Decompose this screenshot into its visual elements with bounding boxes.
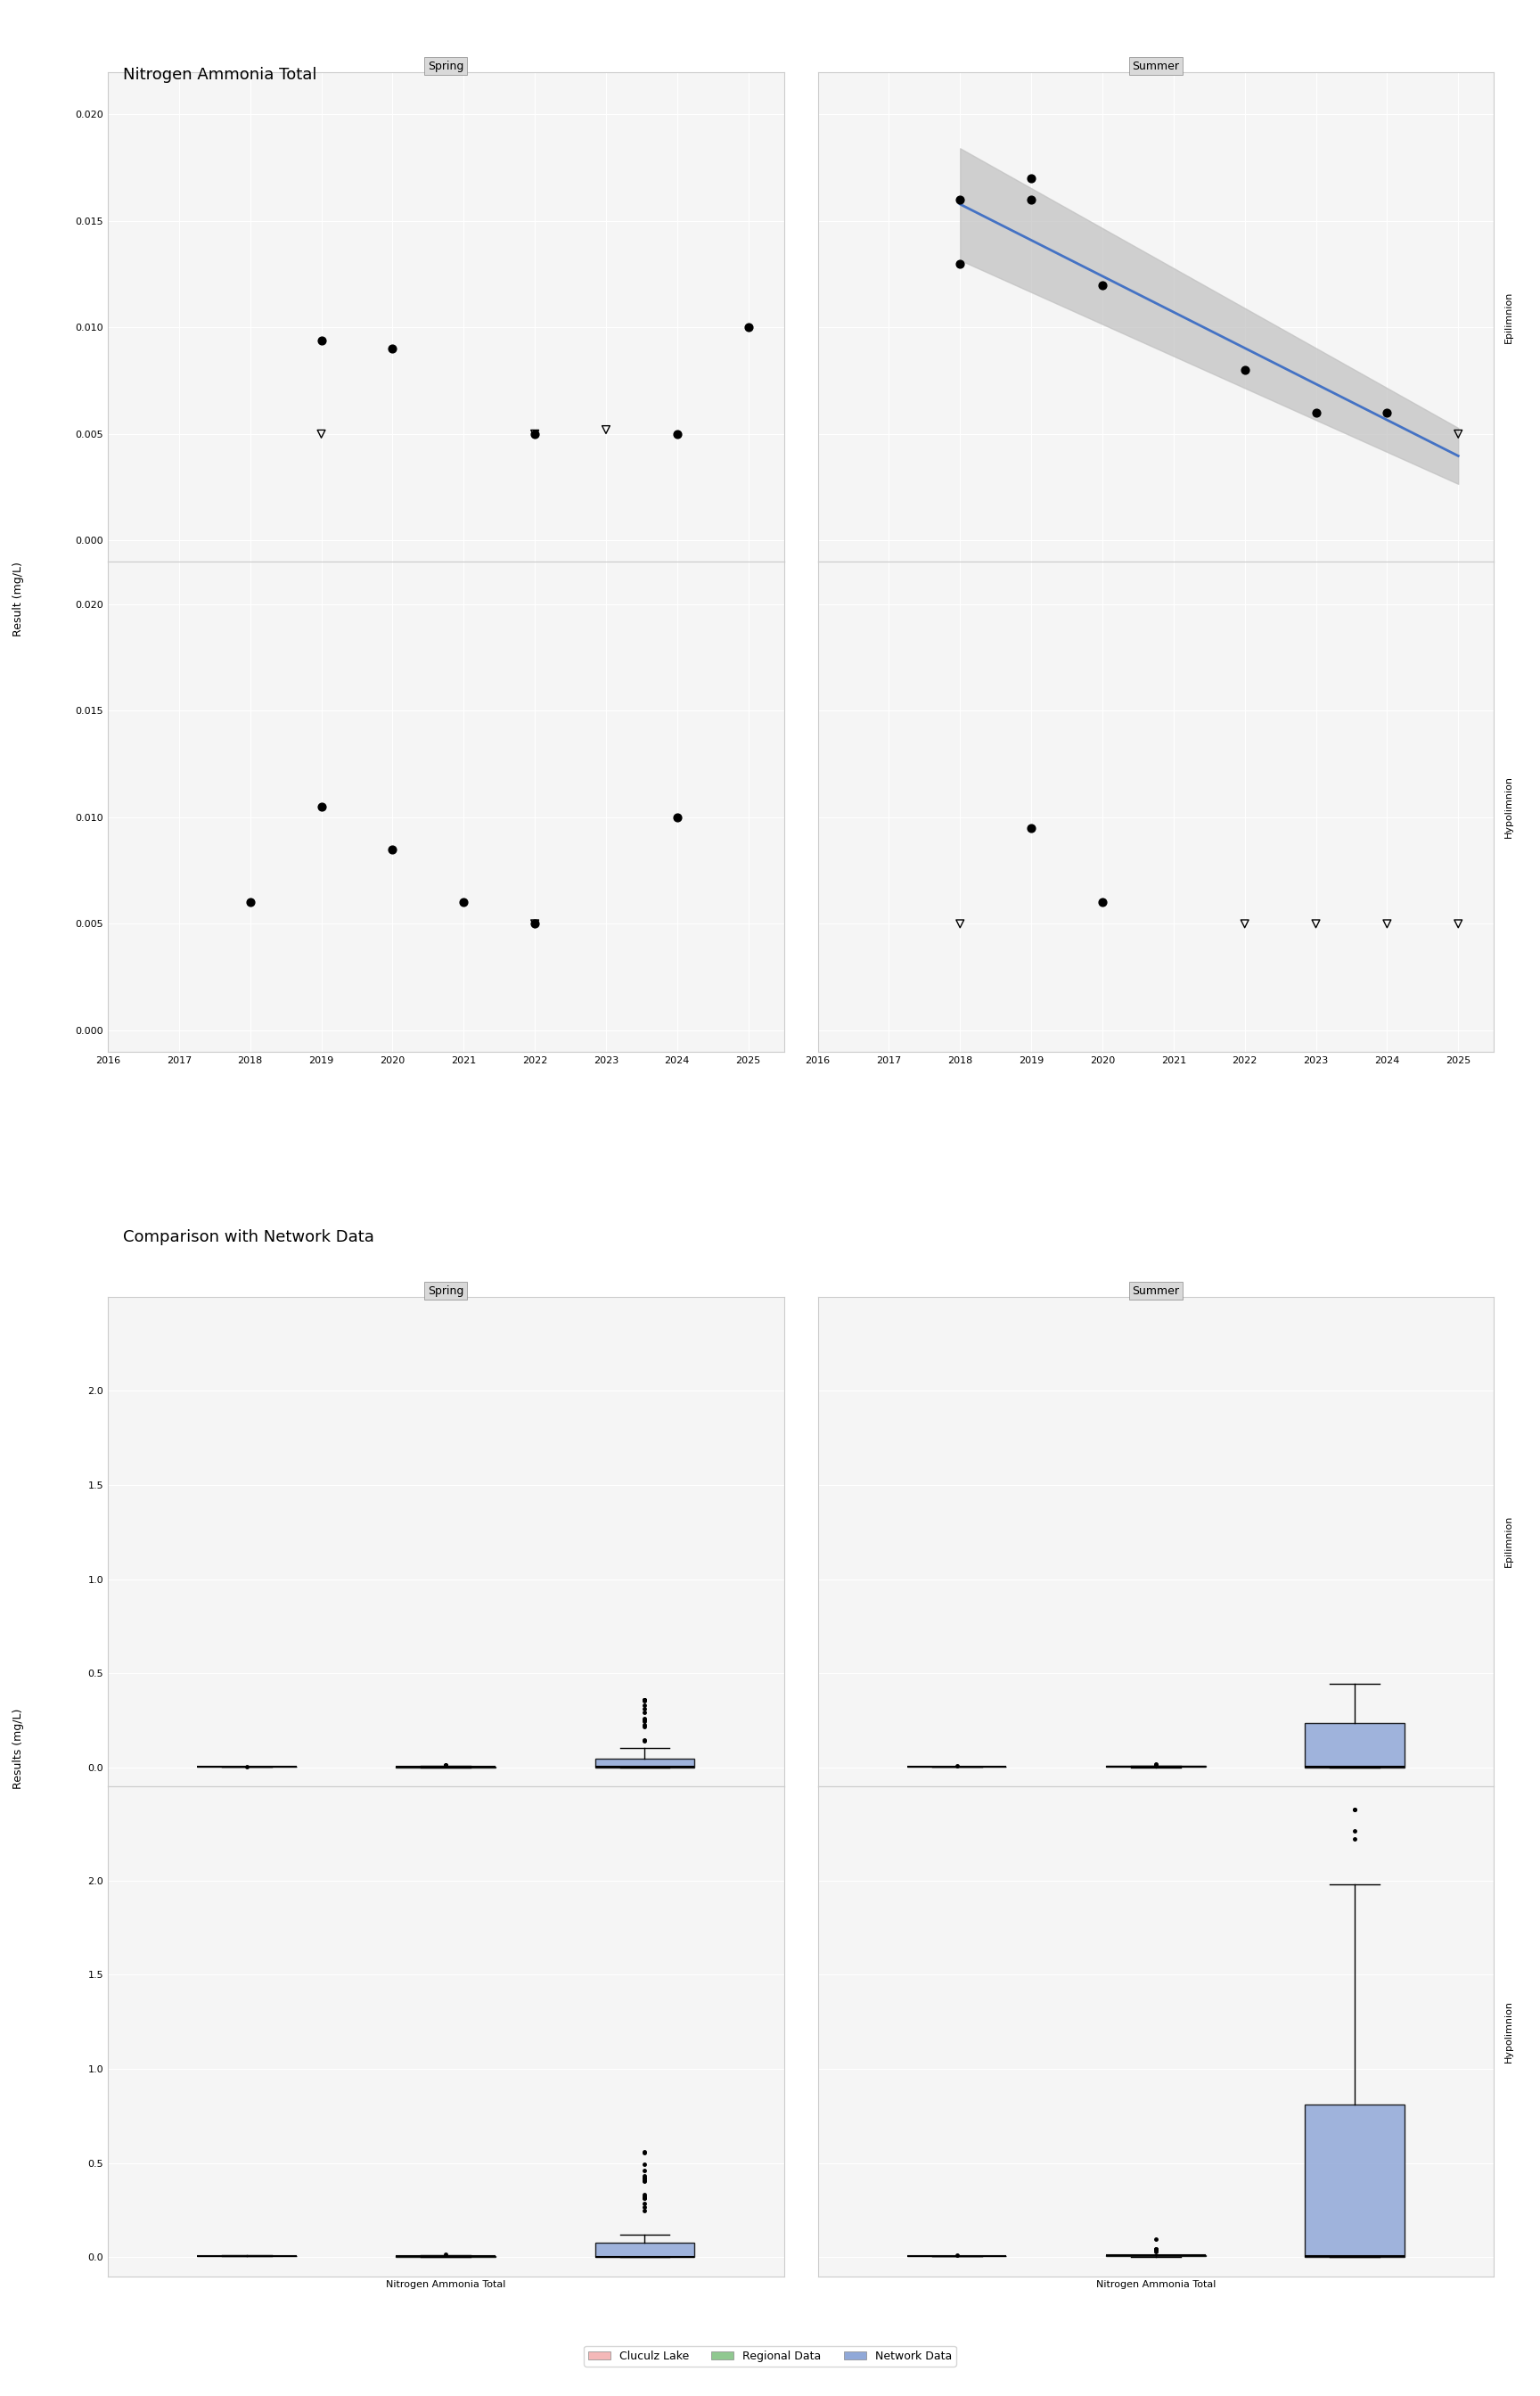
Point [1446, 906, 1471, 944]
Title: Spring: Spring [428, 1284, 464, 1296]
Point [310, 321, 334, 359]
Text: Comparison with Network Data: Comparison with Network Data [123, 1229, 374, 1246]
Point [451, 884, 476, 922]
Title: Summer: Summer [1132, 60, 1180, 72]
Point [665, 415, 690, 453]
Point [522, 906, 547, 944]
Point [380, 331, 405, 369]
Text: Nitrogen Ammonia Total: Nitrogen Ammonia Total [123, 67, 317, 84]
Point [947, 180, 972, 218]
Point [522, 906, 547, 944]
Title: Summer: Summer [1132, 1284, 1180, 1296]
PathPatch shape [594, 1759, 695, 1768]
Point [1303, 906, 1327, 944]
PathPatch shape [1304, 1723, 1404, 1768]
Point [237, 884, 262, 922]
Point [736, 309, 761, 347]
Point [1303, 393, 1327, 431]
Point [1375, 906, 1400, 944]
Point [1090, 266, 1115, 304]
Point [1232, 350, 1257, 388]
PathPatch shape [1304, 2104, 1404, 2257]
Y-axis label: Hypolimnion: Hypolimnion [1505, 776, 1514, 839]
Point [1446, 415, 1471, 453]
Point [1232, 906, 1257, 944]
Point [380, 829, 405, 867]
Point [522, 415, 547, 453]
Text: Result (mg/L): Result (mg/L) [12, 561, 25, 637]
Point [310, 788, 334, 827]
Point [1019, 180, 1044, 218]
Point [947, 906, 972, 944]
Point [665, 798, 690, 836]
Y-axis label: Epilimnion: Epilimnion [1505, 1514, 1514, 1567]
Point [593, 410, 618, 448]
PathPatch shape [594, 2243, 695, 2257]
Point [310, 415, 334, 453]
Point [1019, 810, 1044, 848]
Text: Results (mg/L): Results (mg/L) [12, 1708, 25, 1790]
Point [522, 415, 547, 453]
Y-axis label: Epilimnion: Epilimnion [1505, 290, 1514, 343]
Legend: Cluculz Lake, Regional Data, Network Data: Cluculz Lake, Regional Data, Network Dat… [584, 2346, 956, 2367]
Point [1090, 884, 1115, 922]
Point [947, 244, 972, 283]
Point [1019, 158, 1044, 196]
Title: Spring: Spring [428, 60, 464, 72]
Point [1375, 393, 1400, 431]
Y-axis label: Hypolimnion: Hypolimnion [1505, 2001, 1514, 2063]
